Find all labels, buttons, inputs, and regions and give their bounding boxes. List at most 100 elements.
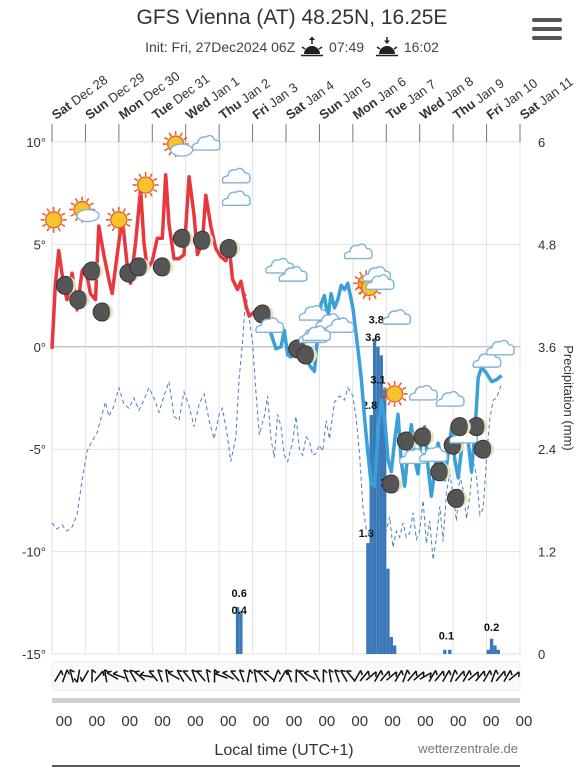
menu-icon[interactable] (532, 18, 562, 42)
weather-icon-cloud (408, 384, 438, 401)
weather-icon-sun-cloud (162, 131, 194, 158)
weather-icon-moon (296, 345, 318, 365)
y2tick-label: 3.6 (538, 340, 556, 355)
precip-bar (496, 649, 500, 654)
ytick-label: -5° (29, 442, 46, 457)
wind-barb (81, 669, 90, 683)
wind-barb-flag (388, 670, 391, 677)
sun-ray (42, 212, 47, 217)
wind-barb-flag (303, 670, 310, 674)
precip-bar (369, 415, 373, 654)
wind-barb-flag (222, 670, 228, 674)
temperature-line-cold (265, 281, 503, 499)
precip-bar (372, 338, 377, 654)
wind-barb-flag (112, 670, 118, 675)
cloud-shape (221, 167, 251, 184)
sunset-icon (374, 36, 400, 58)
moon-light (393, 475, 403, 494)
precip-label: 3.8 (369, 315, 384, 327)
wind-barb-flag (503, 670, 507, 677)
wind-barb-flag (214, 670, 220, 675)
xtick-label: 00 (220, 713, 237, 730)
sun-ray (357, 280, 363, 284)
wind-barb-flag (129, 669, 135, 673)
wind-barb (379, 670, 390, 682)
precip-label: 1.3 (359, 528, 374, 540)
sun-ray (74, 197, 79, 203)
wind-barb-flag (340, 669, 346, 673)
wind-barb-flag (102, 670, 105, 677)
bottom-bar (52, 698, 520, 703)
menu-bar (532, 36, 562, 40)
sun-ray (168, 132, 172, 137)
wind-barb-flag (177, 669, 183, 673)
cloud-shape (221, 190, 251, 207)
sun-ray (57, 208, 61, 213)
moon-light (231, 239, 241, 258)
wind-barb (61, 669, 68, 683)
weather-icon-sun (132, 172, 159, 199)
sun-ray (122, 208, 127, 213)
wind-barb (94, 670, 104, 682)
wind-strip (51, 661, 521, 691)
wind-barb (442, 669, 450, 683)
cloud-shape (301, 325, 331, 342)
page-title: GFS Vienna (AT) 48.25N, 16.25E (136, 6, 448, 29)
wind-barb-flag (406, 669, 411, 675)
cloud-shape (418, 446, 448, 463)
wind-barb (278, 669, 287, 683)
moon-light (94, 262, 104, 281)
wind-barb-flag (334, 669, 340, 673)
weather-icon-moon (172, 228, 194, 248)
weather-icon-cloud (255, 317, 285, 334)
xtick-label: 00 (417, 713, 434, 730)
weather-icon-cloud (325, 317, 355, 334)
init-info: Init: Fri, 27Dec2024 06Z 07:49 16:02 (0, 36, 584, 58)
weather-icon-moon (473, 439, 495, 459)
wind-barb-flag (434, 670, 438, 676)
precip-bar (443, 649, 447, 654)
wind-barb (449, 669, 456, 683)
wind-barb-flag (495, 669, 499, 675)
dewpoint-line (51, 293, 503, 560)
precip-bar (389, 636, 393, 654)
sun-ray (138, 192, 142, 197)
wind-barb-flag (367, 670, 370, 677)
sunrise-time: 07:49 (329, 39, 365, 55)
wind-barb (495, 670, 506, 682)
sun-disc (45, 211, 63, 229)
wind-barb (214, 673, 228, 679)
moon-light (308, 345, 318, 364)
weather-icon-moon (92, 302, 114, 322)
weather-icon-sun-cloud (69, 196, 100, 223)
wind-barb-flag (239, 669, 245, 673)
sun-ray (354, 276, 359, 280)
wind-barb (69, 669, 75, 683)
weather-icon-moon (467, 417, 488, 437)
weather-icon-moon (192, 230, 214, 250)
moon-light (67, 276, 77, 295)
wind-barb-flag (73, 678, 78, 683)
wind-barb (339, 669, 348, 683)
weather-icon-cloud (191, 134, 221, 151)
moon-light (478, 417, 488, 436)
wind-barb (298, 670, 308, 682)
precip-bar (386, 568, 390, 654)
y2-axis-label: Precipitation (mm) (561, 345, 576, 450)
wind-barb (230, 670, 240, 682)
wind-barb-flag (454, 669, 458, 675)
xtick-label: 00 (384, 713, 401, 730)
wind-barb (257, 670, 267, 682)
wind-barb (139, 674, 154, 678)
weather-icon-cloud (382, 308, 412, 325)
sun-ray (61, 223, 66, 228)
wind-barb-flag (206, 668, 212, 673)
xtick-label: 00 (286, 713, 303, 730)
cloud-shape (382, 308, 412, 325)
wind-barb (365, 671, 377, 681)
wind-barb (419, 672, 432, 680)
wind-barb-flag (360, 670, 363, 676)
wind-barb-flag (509, 670, 513, 676)
wind-barb (503, 669, 512, 683)
